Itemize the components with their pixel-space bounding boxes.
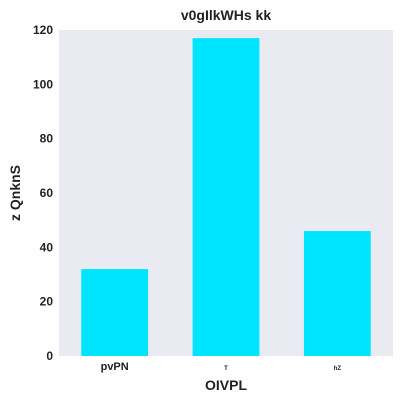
y-tick-label: 100 xyxy=(33,77,53,91)
chart-title: v0gIlkWHs kk xyxy=(181,7,271,23)
bars-group xyxy=(81,38,371,357)
y-tick-label: 20 xyxy=(40,295,54,309)
y-tick-label: 0 xyxy=(46,349,53,363)
bar-T xyxy=(192,38,260,357)
bar-hZ xyxy=(303,231,371,356)
x-tick-label: hZ xyxy=(334,366,342,372)
x-tick-label: pvPN xyxy=(101,361,129,373)
y-tick-label: 60 xyxy=(40,186,54,200)
y-axis-ticks: 0 20 40 60 80 100 120 xyxy=(33,23,53,363)
x-tick-label: T xyxy=(224,366,228,372)
y-tick-label: 120 xyxy=(33,23,53,37)
y-axis-label: z QnknS xyxy=(7,165,23,221)
y-tick-label: 40 xyxy=(40,240,54,254)
bar-pvPN xyxy=(81,269,149,356)
y-tick-label: 80 xyxy=(40,132,54,146)
x-axis-label: OIVPL xyxy=(205,377,247,393)
